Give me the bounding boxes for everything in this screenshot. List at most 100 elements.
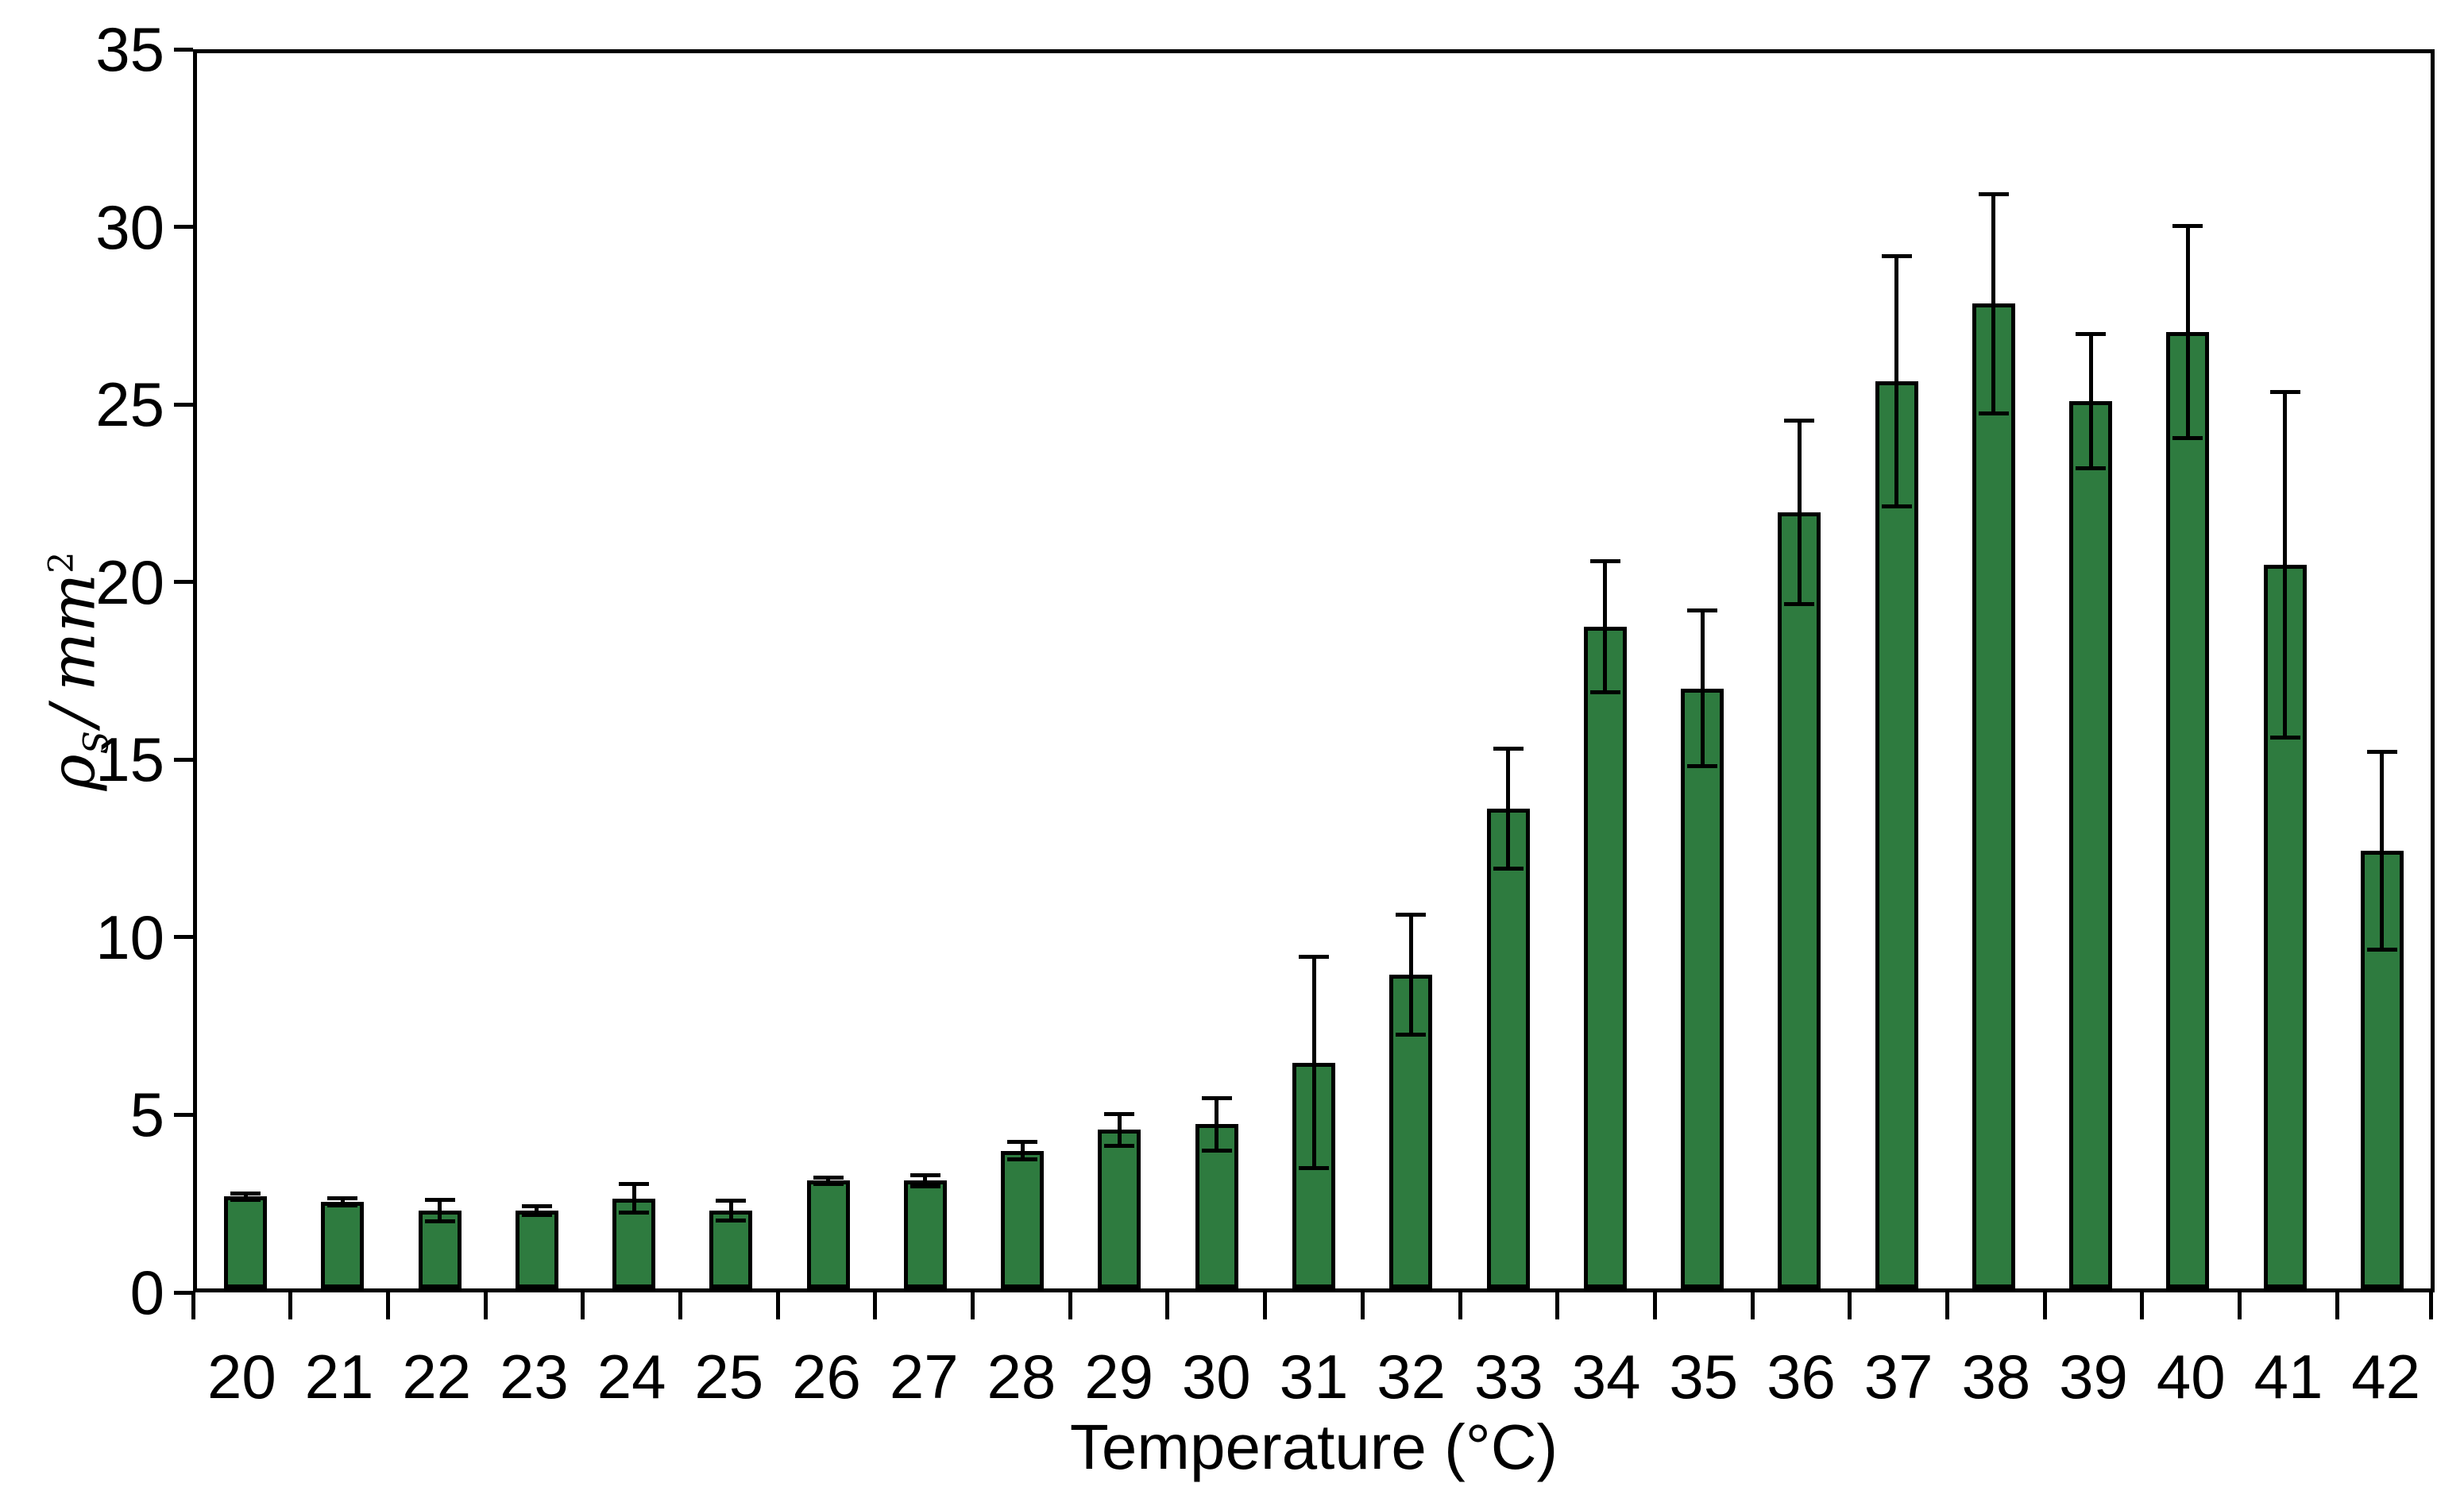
error-bar-line <box>243 1193 248 1200</box>
plot-area <box>193 49 2435 1292</box>
error-bar-line <box>1506 748 1511 869</box>
bar <box>418 1211 462 1288</box>
x-tick-label: 42 <box>2351 1342 2421 1412</box>
x-tick-label: 20 <box>207 1342 276 1412</box>
x-tick-label: 25 <box>694 1342 764 1412</box>
y-axis-title: ρS / mm2 <box>38 552 117 791</box>
y-tick-label: 0 <box>129 1257 164 1327</box>
x-axis-tick <box>385 1292 390 1319</box>
x-tick-label: 23 <box>500 1342 569 1412</box>
error-bar-cap-top <box>1396 912 1427 917</box>
error-bar-line <box>340 1198 345 1206</box>
error-bar-cap-bottom <box>1978 411 2009 415</box>
error-bar-line <box>1797 420 1802 605</box>
bar <box>2166 331 2210 1288</box>
rho-subscript: S <box>76 731 117 755</box>
error-bar-cap-top <box>521 1204 552 1209</box>
y-tick-label: 25 <box>95 369 164 440</box>
error-bar-cap-bottom <box>2269 736 2300 740</box>
error-bar-cap-bottom <box>1201 1149 1232 1153</box>
bar <box>1486 808 1530 1288</box>
x-tick-label: 30 <box>1181 1342 1251 1412</box>
y-tick-label: 15 <box>95 724 164 795</box>
bar <box>1583 626 1627 1288</box>
x-axis-tick <box>2238 1292 2242 1319</box>
error-bar-cap-bottom <box>2172 435 2203 440</box>
x-tick-label: 31 <box>1279 1342 1349 1412</box>
error-bar-line <box>2283 392 2288 738</box>
x-axis-tick <box>2140 1292 2145 1319</box>
error-bar-cap-top <box>1687 608 1718 613</box>
error-bar-line <box>826 1177 831 1184</box>
error-bar-cap-top <box>424 1198 455 1203</box>
error-bar-cap-bottom <box>1881 504 1912 509</box>
y-axis-tick <box>174 935 193 940</box>
error-bar-cap-top <box>1784 418 1815 423</box>
error-bar-line <box>1117 1114 1122 1146</box>
error-bar-cap-top <box>327 1196 358 1201</box>
x-axis-title: Temperature (°C) <box>1069 1412 1558 1482</box>
error-bar-cap-top <box>2172 224 2203 229</box>
error-bar-cap-bottom <box>1396 1032 1427 1037</box>
error-bar-line <box>1311 956 1316 1168</box>
error-bar-cap-bottom <box>1104 1143 1135 1148</box>
x-tick-label: 38 <box>1961 1342 2031 1412</box>
ylabel-separator: / <box>37 705 110 727</box>
error-bar-cap-top <box>619 1182 650 1187</box>
y-axis-tick <box>174 402 193 407</box>
error-bar-cap-bottom <box>910 1184 940 1188</box>
error-bar-cap-bottom <box>327 1203 358 1208</box>
error-bar-cap-bottom <box>1493 866 1524 871</box>
error-bar-cap-top <box>1881 253 1912 258</box>
x-axis-tick <box>678 1292 682 1319</box>
ylabel-unit: mm <box>37 573 110 691</box>
bar <box>1778 512 1821 1288</box>
error-bar-cap-top <box>1104 1111 1135 1116</box>
bar <box>903 1180 947 1288</box>
bar <box>1875 381 1918 1288</box>
error-bar-cap-top <box>910 1173 940 1178</box>
ylabel-exponent: 2 <box>41 551 82 574</box>
y-axis-tick <box>174 580 193 585</box>
error-bar-cap-bottom <box>813 1182 844 1187</box>
error-bar-cap-bottom <box>619 1210 650 1215</box>
x-axis-tick <box>1652 1292 1657 1319</box>
error-bar-cap-bottom <box>1687 763 1718 768</box>
x-tick-label: 36 <box>1767 1342 1836 1412</box>
x-axis-tick <box>971 1292 975 1319</box>
error-bar-line <box>1894 256 1899 507</box>
error-bar-cap-bottom <box>1784 601 1815 606</box>
error-bar-line <box>923 1175 928 1187</box>
bar <box>2069 400 2113 1288</box>
x-axis-tick <box>873 1292 878 1319</box>
y-axis-tick <box>174 47 193 52</box>
error-bar-cap-bottom <box>1299 1166 1329 1171</box>
y-tick-label: 30 <box>95 191 164 262</box>
x-axis-tick <box>1360 1292 1365 1319</box>
x-tick-label: 39 <box>2059 1342 2128 1412</box>
error-bar-cap-bottom <box>2076 465 2107 470</box>
bar <box>224 1196 268 1288</box>
x-tick-label: 27 <box>889 1342 959 1412</box>
y-axis-tick <box>174 757 193 762</box>
x-axis-tick <box>775 1292 780 1319</box>
y-tick-label: 20 <box>95 547 164 617</box>
x-tick-label: 29 <box>1084 1342 1153 1412</box>
x-tick-label: 28 <box>987 1342 1056 1412</box>
error-bar-cap-bottom <box>230 1198 261 1203</box>
x-axis-tick <box>1945 1292 1950 1319</box>
x-axis-tick <box>2042 1292 2047 1319</box>
error-bar-cap-bottom <box>1007 1157 1038 1162</box>
x-axis-tick <box>581 1292 585 1319</box>
x-axis-tick <box>191 1292 195 1319</box>
error-bar-line <box>1991 194 1996 414</box>
bar <box>1681 688 1724 1288</box>
y-tick-label: 35 <box>95 14 164 84</box>
error-bar-line <box>1215 1098 1219 1151</box>
x-tick-label: 34 <box>1571 1342 1641 1412</box>
bar <box>515 1211 558 1288</box>
x-axis-tick <box>1263 1292 1268 1319</box>
bar <box>1098 1130 1141 1288</box>
error-bar-cap-top <box>2269 390 2300 394</box>
x-tick-label: 37 <box>1863 1342 1933 1412</box>
